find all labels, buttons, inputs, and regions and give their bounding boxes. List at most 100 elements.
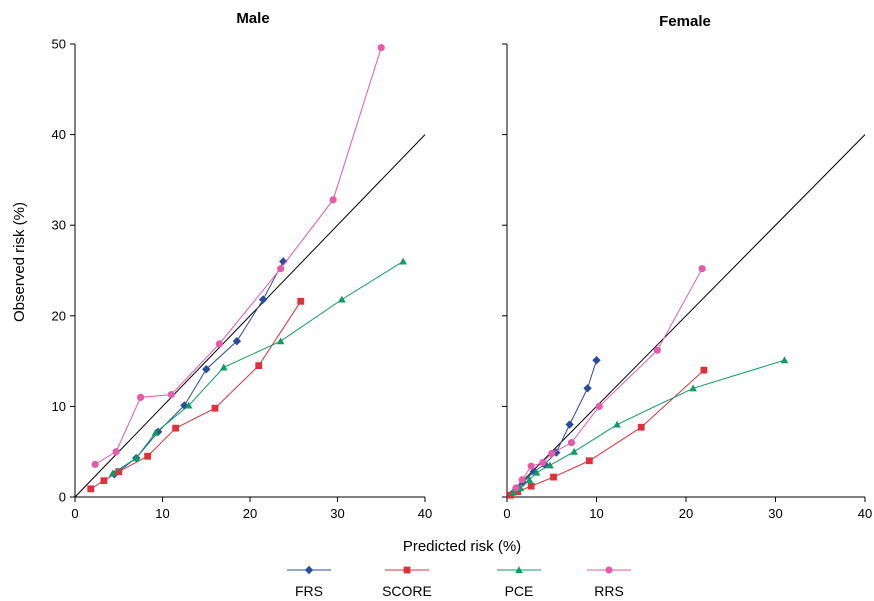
legend-label-pce: PCE — [505, 583, 534, 599]
data-point-score-male — [87, 485, 95, 493]
series-rrs-female — [512, 265, 706, 492]
series-line-score-female — [510, 369, 705, 496]
data-point-pce-male — [219, 363, 228, 371]
x-tick-label-female: 30 — [768, 506, 782, 521]
y-tick-label-male: 40 — [52, 127, 66, 142]
data-point-frs-female — [592, 355, 601, 365]
data-point-score-male — [144, 452, 152, 460]
legend-item-score: SCORE — [382, 566, 432, 599]
legend-label-score: SCORE — [382, 583, 432, 599]
y-tick-label-male: 30 — [52, 218, 66, 233]
data-point-score-male — [211, 404, 219, 412]
data-point-score-female — [637, 423, 645, 431]
legend-item-rrs: RRS — [587, 566, 631, 599]
data-point-pce-female — [532, 468, 541, 476]
data-point-score-female — [585, 457, 593, 465]
legend-item-frs: FRS — [287, 565, 331, 599]
data-point-score-male — [115, 468, 123, 476]
data-point-pce-female — [689, 384, 697, 392]
series-rrs-male — [91, 44, 385, 468]
series-line-rrs-male — [94, 47, 382, 465]
data-point-rrs-female — [518, 476, 526, 484]
data-point-pce-male — [151, 428, 160, 436]
data-point-pce-female — [780, 356, 789, 364]
data-point-frs-male — [279, 257, 288, 266]
data-point-rrs-male — [215, 340, 223, 348]
panel-title-female: Female — [659, 13, 711, 30]
data-point-score-female — [527, 482, 535, 490]
data-point-frs-male — [232, 336, 242, 346]
data-point-rrs-male — [137, 393, 145, 401]
data-point-score-male — [297, 297, 305, 305]
data-point-pce-male — [184, 401, 193, 409]
data-point-rrs-female — [567, 439, 576, 447]
x-tick-label-female: 40 — [858, 506, 872, 521]
legend: FRS SCORE PCE RRS — [287, 565, 631, 599]
y-tick-label-male: 0 — [59, 490, 66, 505]
series-score-male — [87, 297, 305, 493]
data-point-rrs-female — [527, 462, 535, 470]
data-point-score-female — [700, 366, 708, 374]
series-pce-female — [509, 356, 789, 496]
data-point-frs-male — [258, 295, 268, 304]
panels-layer: Male 0 10 20 30 40 0 10 20 30 40 50 Female 0 10 20 30 40 — [52, 10, 873, 521]
data-point-rrs-female — [512, 484, 520, 492]
data-point-score-male — [100, 477, 108, 485]
x-tick-label-female: 10 — [589, 506, 603, 521]
data-point-pce-male — [132, 454, 141, 462]
data-point-frs-male — [180, 401, 189, 410]
y-tick-label-male: 20 — [52, 308, 66, 323]
data-point-rrs-female — [595, 402, 603, 410]
legend-item-pce: PCE — [497, 566, 541, 599]
data-point-rrs-female — [548, 449, 556, 458]
x-tick-label-male: 10 — [155, 506, 169, 521]
identity-line-female — [506, 134, 866, 498]
legend-marker-pce — [515, 566, 523, 574]
legend-marker-score — [403, 566, 411, 574]
x-tick-label-male: 0 — [71, 506, 78, 521]
x-tick-label-female: 0 — [503, 506, 510, 521]
data-point-pce-female — [570, 447, 578, 455]
data-point-frs-female — [583, 384, 592, 393]
y-axis-label: Observed risk (%) — [11, 202, 28, 322]
data-point-rrs-male — [167, 391, 175, 399]
series-line-score-male — [90, 301, 302, 490]
x-tick-label-male: 40 — [418, 506, 432, 521]
data-point-rrs-male — [277, 265, 285, 273]
panel-female: Female 0 10 20 30 40 — [502, 13, 872, 521]
data-point-rrs-female — [653, 346, 661, 354]
series-line-rrs-female — [515, 268, 703, 489]
x-axis-label: Predicted risk (%) — [403, 538, 521, 555]
data-point-score-male — [172, 424, 180, 432]
data-point-score-female — [514, 488, 522, 495]
data-point-pce-female — [525, 475, 534, 483]
panel-male: Male 0 10 20 30 40 0 10 20 30 40 50 — [52, 10, 433, 521]
data-point-rrs-male — [377, 44, 385, 52]
legend-marker-frs — [304, 565, 314, 575]
y-tick-label-male: 10 — [52, 399, 66, 414]
legend-marker-rrs — [605, 566, 613, 574]
data-point-pce-male — [108, 469, 117, 477]
legend-label-frs: FRS — [295, 583, 323, 599]
data-point-pce-male — [276, 337, 285, 345]
data-point-rrs-male — [91, 460, 99, 468]
data-point-pce-male — [399, 257, 407, 265]
data-point-rrs-male — [329, 196, 337, 204]
x-tick-label-male: 30 — [330, 506, 344, 521]
data-point-rrs-male — [112, 448, 120, 456]
series-line-pce-male — [112, 261, 404, 474]
panel-title-male: Male — [236, 10, 269, 27]
data-point-rrs-female — [539, 458, 547, 467]
data-point-pce-female — [546, 461, 554, 469]
x-tick-label-female: 20 — [679, 506, 693, 521]
series-score-female — [507, 366, 708, 499]
data-point-pce-female — [613, 420, 621, 428]
data-point-frs-female — [565, 420, 574, 429]
x-tick-label-male: 20 — [243, 506, 257, 521]
data-point-rrs-female — [698, 265, 706, 273]
series-pce-male — [108, 257, 407, 477]
data-point-score-female — [550, 473, 557, 481]
series-line-pce-female — [512, 359, 785, 493]
data-point-pce-male — [338, 295, 346, 303]
